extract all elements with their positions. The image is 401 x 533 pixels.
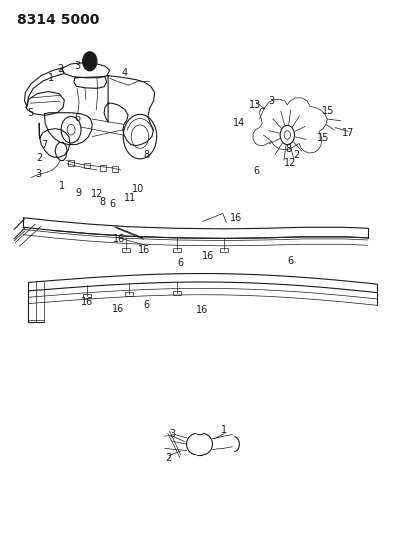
Text: 1: 1 [48, 73, 54, 83]
Text: 6: 6 [253, 166, 259, 176]
Text: 11: 11 [124, 192, 136, 203]
Text: 6: 6 [288, 256, 294, 266]
Text: 2: 2 [293, 150, 299, 160]
Text: 1: 1 [59, 181, 65, 191]
Text: 16: 16 [138, 245, 150, 255]
Text: 2: 2 [57, 64, 63, 74]
Text: 2: 2 [166, 454, 172, 463]
Circle shape [83, 52, 97, 71]
Text: 3: 3 [74, 61, 80, 71]
Text: 8: 8 [286, 144, 292, 154]
Text: 6: 6 [178, 258, 184, 268]
Text: 3: 3 [268, 95, 274, 106]
Text: 3: 3 [170, 429, 176, 439]
Text: 12: 12 [91, 189, 103, 199]
Text: 8314 5000: 8314 5000 [17, 13, 100, 27]
Text: 17: 17 [342, 128, 355, 138]
Text: 14: 14 [233, 118, 246, 128]
Text: 15: 15 [322, 106, 334, 116]
Text: 16: 16 [230, 213, 243, 223]
Text: 10: 10 [132, 184, 144, 194]
Text: 15: 15 [317, 133, 329, 143]
Text: 1: 1 [221, 425, 227, 435]
Text: 13: 13 [249, 100, 261, 110]
Text: 5: 5 [27, 108, 34, 118]
Text: 6: 6 [144, 300, 150, 310]
Text: 6: 6 [75, 113, 81, 123]
Text: 7: 7 [41, 140, 47, 150]
Text: 16: 16 [203, 251, 215, 261]
Text: 16: 16 [113, 234, 125, 244]
Text: 3: 3 [35, 169, 41, 179]
Text: 6: 6 [110, 199, 116, 209]
Text: 12: 12 [284, 158, 296, 168]
Text: 4: 4 [122, 68, 128, 78]
Text: 8: 8 [143, 150, 149, 160]
Circle shape [86, 56, 94, 67]
Text: 16: 16 [196, 305, 208, 315]
Text: 8: 8 [99, 197, 105, 207]
Text: 2: 2 [36, 153, 43, 163]
Text: 16: 16 [111, 304, 124, 314]
Text: 9: 9 [75, 188, 81, 198]
Text: 16: 16 [81, 297, 93, 307]
